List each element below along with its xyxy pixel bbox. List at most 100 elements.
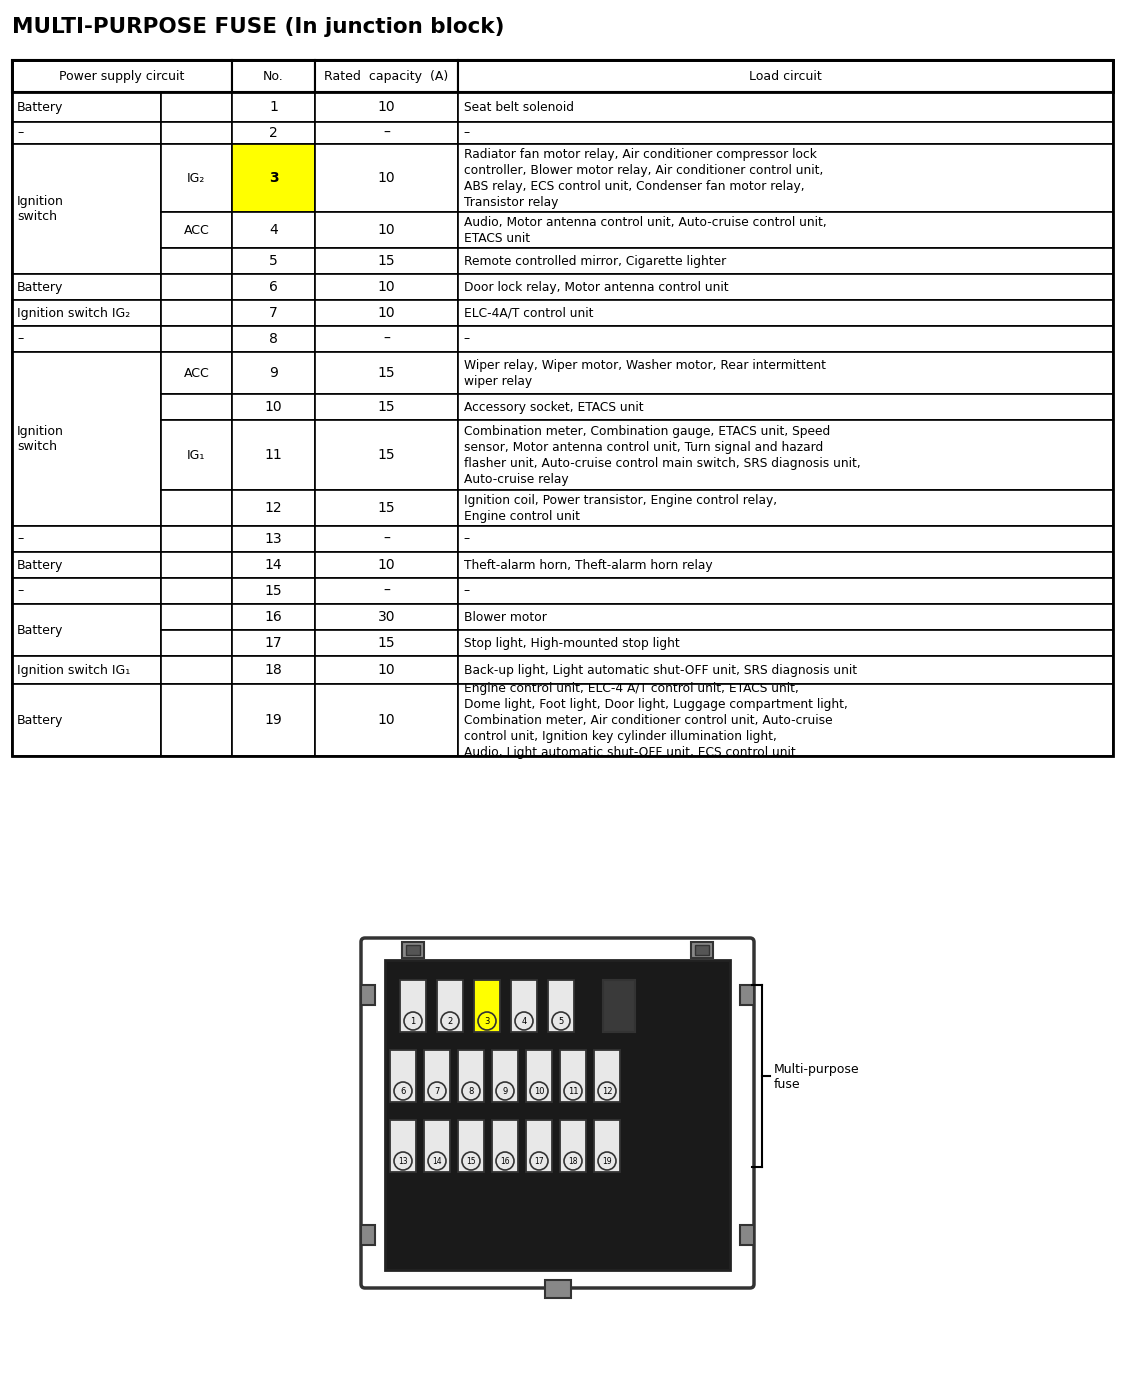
Bar <box>315 92 458 122</box>
Text: Back-up light, Light automatic shut-OFF unit, SRS diagnosis unit: Back-up light, Light automatic shut-OFF … <box>464 664 857 676</box>
Text: 15: 15 <box>378 500 395 516</box>
Text: ACC: ACC <box>183 224 209 236</box>
Text: ACC: ACC <box>183 367 209 380</box>
Bar <box>161 352 232 395</box>
Bar <box>385 960 730 1270</box>
Bar <box>161 144 232 212</box>
Bar <box>161 300 232 326</box>
Text: 9: 9 <box>503 1086 507 1096</box>
Bar <box>232 144 315 212</box>
Bar <box>458 551 1113 578</box>
Text: 12: 12 <box>602 1086 612 1096</box>
Text: MULTI-PURPOSE FUSE (In junction block): MULTI-PURPOSE FUSE (In junction block) <box>12 16 504 37</box>
Bar <box>315 656 458 683</box>
Bar <box>232 551 315 578</box>
Text: 15: 15 <box>378 254 395 268</box>
Text: –: – <box>382 126 389 140</box>
Bar <box>12 551 161 578</box>
Text: 5: 5 <box>558 1016 564 1026</box>
Bar <box>315 395 458 419</box>
Bar <box>12 604 161 656</box>
Bar <box>400 980 426 1033</box>
Bar <box>315 527 458 551</box>
Text: 18: 18 <box>568 1156 578 1166</box>
Bar <box>492 1121 518 1172</box>
Bar <box>12 352 161 527</box>
Bar <box>458 578 1113 604</box>
Bar <box>232 527 315 551</box>
Text: 3: 3 <box>484 1016 489 1026</box>
Text: Accessory socket, ETACS unit: Accessory socket, ETACS unit <box>464 400 644 414</box>
Text: 10: 10 <box>378 307 395 320</box>
Text: 10: 10 <box>378 223 395 236</box>
Text: 15: 15 <box>264 584 282 598</box>
Bar <box>548 980 574 1033</box>
Bar <box>458 300 1113 326</box>
Text: 6: 6 <box>400 1086 406 1096</box>
Bar <box>232 419 315 490</box>
Bar <box>12 92 161 122</box>
Bar <box>458 395 1113 419</box>
Text: Blower motor: Blower motor <box>464 610 547 623</box>
Text: –: – <box>464 532 470 546</box>
Text: 16: 16 <box>501 1156 510 1166</box>
Text: 11: 11 <box>568 1086 578 1096</box>
Text: 1: 1 <box>411 1016 415 1026</box>
Text: 17: 17 <box>534 1156 543 1166</box>
Bar <box>161 212 232 248</box>
Text: –: – <box>17 126 24 139</box>
Bar <box>560 1050 586 1101</box>
Bar <box>458 1121 484 1172</box>
Bar <box>315 490 458 527</box>
Text: 10: 10 <box>378 170 395 186</box>
Bar <box>458 144 1113 212</box>
Text: Ignition
switch: Ignition switch <box>17 195 64 223</box>
Text: 15: 15 <box>378 448 395 462</box>
Bar <box>315 419 458 490</box>
Text: –: – <box>464 333 470 345</box>
Text: 13: 13 <box>264 532 282 546</box>
Bar <box>161 551 232 578</box>
Text: 15: 15 <box>378 637 395 650</box>
Text: 19: 19 <box>264 714 282 727</box>
Bar <box>695 945 709 956</box>
Text: 8: 8 <box>468 1086 474 1096</box>
Bar <box>161 656 232 683</box>
Text: 6: 6 <box>269 280 278 294</box>
Bar <box>511 980 537 1033</box>
Bar <box>12 274 161 300</box>
Bar <box>603 980 634 1033</box>
Text: 1: 1 <box>269 100 278 114</box>
Text: IG₁: IG₁ <box>187 448 206 462</box>
Text: Seat belt solenoid: Seat belt solenoid <box>464 100 574 114</box>
Text: 10: 10 <box>378 280 395 294</box>
Text: 15: 15 <box>378 366 395 380</box>
Bar <box>232 352 315 395</box>
Text: Theft-alarm horn, Theft-alarm horn relay: Theft-alarm horn, Theft-alarm horn relay <box>464 558 712 572</box>
Bar <box>232 60 315 92</box>
Bar <box>161 248 232 274</box>
Text: 4: 4 <box>269 223 278 236</box>
Bar <box>406 945 420 956</box>
Bar <box>232 630 315 656</box>
Bar <box>458 490 1113 527</box>
Bar <box>315 578 458 604</box>
Text: 7: 7 <box>434 1086 440 1096</box>
Text: 5: 5 <box>269 254 278 268</box>
Bar <box>424 1121 450 1172</box>
Text: Power supply circuit: Power supply circuit <box>60 70 184 82</box>
Text: Load circuit: Load circuit <box>749 70 822 82</box>
Bar <box>232 212 315 248</box>
Bar <box>458 122 1113 144</box>
Bar <box>315 630 458 656</box>
Text: 30: 30 <box>378 610 395 624</box>
Bar <box>402 942 424 958</box>
Text: 10: 10 <box>378 714 395 727</box>
Bar <box>12 300 161 326</box>
Text: Multi-purpose: Multi-purpose <box>774 1063 860 1075</box>
Text: Battery: Battery <box>17 100 63 114</box>
Text: –: – <box>382 584 389 598</box>
Bar <box>232 326 315 352</box>
Bar <box>315 60 458 92</box>
Bar <box>161 604 232 630</box>
